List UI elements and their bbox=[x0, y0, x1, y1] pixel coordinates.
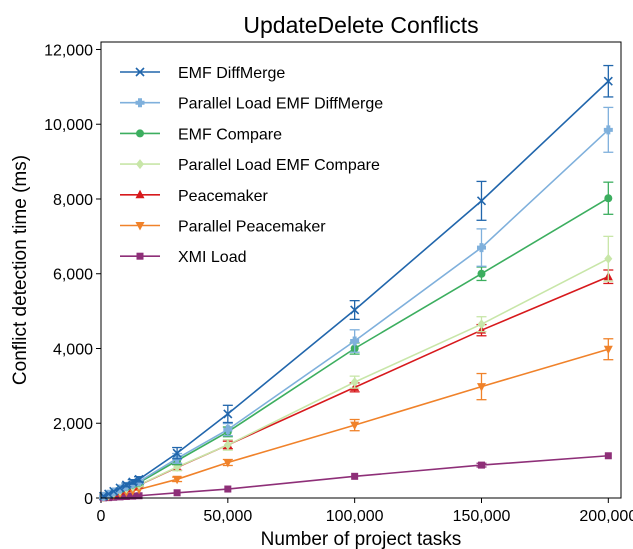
x-tick-label: 200,000 bbox=[579, 508, 633, 525]
legend-item: Peacemaker bbox=[120, 188, 268, 205]
x-tick-label: 150,000 bbox=[453, 508, 511, 525]
data-point bbox=[223, 409, 233, 419]
data-point bbox=[476, 243, 486, 253]
data-point bbox=[121, 480, 131, 490]
data-point bbox=[135, 492, 143, 500]
legend-marker bbox=[135, 222, 145, 231]
legend-marker bbox=[135, 67, 145, 77]
data-point bbox=[604, 253, 613, 264]
data-point bbox=[477, 319, 486, 330]
data-point bbox=[172, 475, 182, 485]
data-point bbox=[224, 485, 232, 493]
y-tick-label: 12,000 bbox=[44, 42, 93, 59]
legend-marker bbox=[136, 129, 144, 138]
y-tick-label: 4,000 bbox=[53, 341, 93, 358]
legend: EMF DiffMerge Parallel Load EMF DiffMerge… bbox=[120, 65, 383, 266]
data-point bbox=[477, 461, 485, 469]
x-axis: 0 50,000 100,000 150,000 200,000 bbox=[97, 498, 633, 525]
y-tick-label: 8,000 bbox=[53, 192, 93, 209]
data-point bbox=[476, 383, 486, 392]
y-tick-label: 0 bbox=[84, 491, 93, 508]
chart-title: UpdateDelete Conflicts bbox=[243, 12, 478, 38]
x-tick-label: 50,000 bbox=[203, 508, 252, 525]
data-point bbox=[129, 492, 137, 500]
data-point bbox=[109, 486, 119, 496]
plot-series bbox=[98, 64, 614, 503]
legend-label: Parallel Load EMF Compare bbox=[178, 157, 380, 174]
plot-frame bbox=[100, 41, 622, 499]
y-tick-label: 6,000 bbox=[53, 267, 93, 284]
data-point bbox=[603, 345, 613, 355]
data-point bbox=[350, 336, 360, 346]
legend-label: Peacemaker bbox=[178, 188, 268, 205]
series-0 bbox=[98, 64, 614, 501]
legend-label: EMF Compare bbox=[178, 126, 282, 143]
data-point bbox=[173, 489, 181, 497]
data-point bbox=[115, 483, 125, 493]
legend-label: EMF DiffMerge bbox=[178, 65, 285, 82]
data-point bbox=[603, 76, 613, 86]
legend-marker bbox=[135, 98, 145, 108]
data-point bbox=[172, 448, 182, 458]
data-point bbox=[128, 477, 138, 487]
data-point bbox=[223, 458, 233, 468]
data-point bbox=[104, 489, 114, 499]
x-tick-label: 0 bbox=[97, 508, 106, 525]
data-point bbox=[134, 474, 144, 484]
data-point bbox=[477, 269, 486, 278]
y-tick-label: 2,000 bbox=[53, 416, 93, 433]
data-point bbox=[350, 421, 360, 431]
legend-item: EMF Compare bbox=[120, 126, 282, 143]
legend-label: XMI Load bbox=[178, 249, 246, 266]
series-line bbox=[103, 80, 609, 497]
data-point bbox=[603, 125, 613, 135]
series-line bbox=[103, 129, 609, 498]
data-point bbox=[350, 305, 360, 315]
data-point bbox=[604, 452, 612, 460]
data-point bbox=[350, 377, 359, 388]
data-point bbox=[223, 425, 233, 435]
data-point bbox=[604, 194, 613, 203]
legend-item: Parallel Peacemaker bbox=[120, 219, 326, 236]
x-axis-label: Number of project tasks bbox=[261, 529, 462, 549]
legend-label: Parallel Load EMF DiffMerge bbox=[178, 96, 383, 113]
legend-item: Parallel Load EMF Compare bbox=[120, 157, 380, 174]
legend-marker bbox=[135, 189, 145, 199]
data-point bbox=[223, 439, 232, 450]
legend-label: Parallel Peacemaker bbox=[178, 219, 326, 236]
y-tick-label: 10,000 bbox=[44, 117, 93, 134]
data-point bbox=[351, 472, 359, 480]
legend-marker bbox=[136, 159, 144, 170]
legend-marker bbox=[136, 252, 144, 260]
y-axis-label: Conflict detection time (ms) bbox=[10, 155, 31, 385]
y-axis: 0 2,000 4,000 6,000 8,000 10,000 12,000 bbox=[44, 42, 101, 508]
legend-item: EMF DiffMerge bbox=[120, 65, 285, 82]
data-point bbox=[476, 196, 487, 206]
legend-item: Parallel Load EMF DiffMerge bbox=[120, 96, 383, 113]
x-tick-label: 100,000 bbox=[326, 508, 384, 525]
legend-item: XMI Load bbox=[120, 249, 246, 266]
